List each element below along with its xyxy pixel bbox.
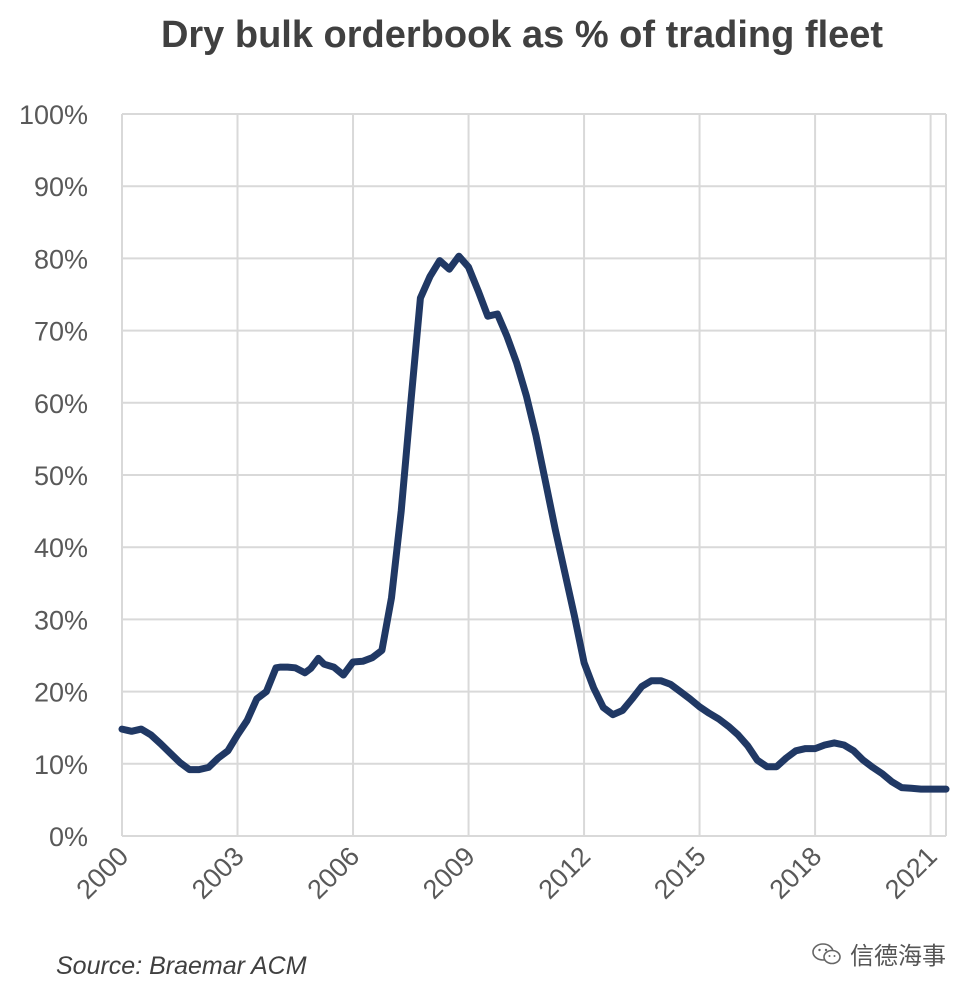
x-tick-label: 2006 — [302, 841, 366, 905]
x-tick-label: 2015 — [648, 841, 712, 905]
y-tick-label: 40% — [34, 533, 88, 563]
y-tick-label: 80% — [34, 244, 88, 274]
y-tick-label: 100% — [19, 100, 88, 130]
x-tick-label: 2012 — [533, 841, 597, 905]
y-tick-label: 10% — [34, 750, 88, 780]
gridlines — [121, 113, 947, 837]
x-tick-label: 2018 — [764, 841, 828, 905]
watermark-text: 信德海事 — [850, 943, 946, 970]
y-tick-label: 90% — [34, 172, 88, 202]
series-layer — [118, 252, 950, 793]
y-tick-label: 70% — [34, 317, 88, 347]
x-tick-label: 2021 — [879, 841, 943, 905]
y-tick-label: 50% — [34, 461, 88, 491]
y-tick-label: 0% — [49, 822, 88, 852]
x-tick-label: 2009 — [417, 841, 481, 905]
y-axis-ticks: 0% 10% 20% 30% 40% 50% 60% 70% 80% 90% 100% — [19, 100, 88, 852]
wechat-icon — [812, 942, 841, 964]
y-tick-label: 60% — [34, 389, 88, 419]
x-axis-ticks: 2000 2003 2006 2009 2012 2015 2018 2021 — [71, 841, 943, 905]
y-tick-label: 20% — [34, 678, 88, 708]
x-tick-label: 2003 — [186, 841, 250, 905]
series-line — [118, 252, 950, 793]
watermark: 信德海事 — [812, 936, 946, 971]
y-tick-label: 30% — [34, 605, 88, 635]
chart-title: Dry bulk orderbook as % of trading fleet — [160, 14, 884, 56]
source-note: Source: Braemar ACM — [56, 952, 307, 980]
